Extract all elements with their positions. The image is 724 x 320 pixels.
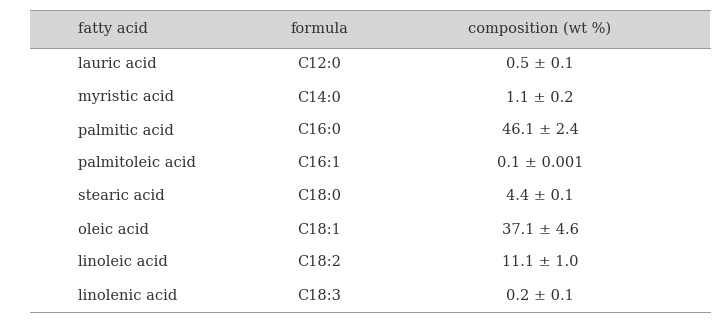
Text: linoleic acid: linoleic acid [77, 255, 167, 269]
Text: lauric acid: lauric acid [77, 58, 156, 71]
Text: linolenic acid: linolenic acid [77, 289, 177, 302]
Text: 11.1 ± 1.0: 11.1 ± 1.0 [502, 255, 578, 269]
Text: 0.1 ± 0.001: 0.1 ± 0.001 [497, 156, 584, 171]
Text: C16:1: C16:1 [297, 156, 341, 171]
Text: fatty acid: fatty acid [77, 22, 148, 36]
Text: 1.1 ± 0.2: 1.1 ± 0.2 [506, 91, 573, 105]
Text: formula: formula [290, 22, 348, 36]
Text: 0.5 ± 0.1: 0.5 ± 0.1 [506, 58, 574, 71]
Text: palmitoleic acid: palmitoleic acid [77, 156, 195, 171]
Text: C18:0: C18:0 [297, 189, 341, 204]
Text: C14:0: C14:0 [297, 91, 341, 105]
Text: composition (wt %): composition (wt %) [468, 22, 612, 36]
Text: myristic acid: myristic acid [77, 91, 174, 105]
Text: 4.4 ± 0.1: 4.4 ± 0.1 [506, 189, 574, 204]
Text: stearic acid: stearic acid [77, 189, 164, 204]
Text: C18:3: C18:3 [297, 289, 341, 302]
Text: 46.1 ± 2.4: 46.1 ± 2.4 [502, 124, 578, 138]
Text: C12:0: C12:0 [297, 58, 341, 71]
Bar [30, 10, 710, 48]
Text: oleic acid: oleic acid [77, 222, 148, 236]
Text: palmitic acid: palmitic acid [77, 124, 173, 138]
Text: 37.1 ± 4.6: 37.1 ± 4.6 [502, 222, 578, 236]
Text: 0.2 ± 0.1: 0.2 ± 0.1 [506, 289, 574, 302]
Text: C18:2: C18:2 [297, 255, 341, 269]
Text: C16:0: C16:0 [297, 124, 341, 138]
Text: C18:1: C18:1 [297, 222, 341, 236]
